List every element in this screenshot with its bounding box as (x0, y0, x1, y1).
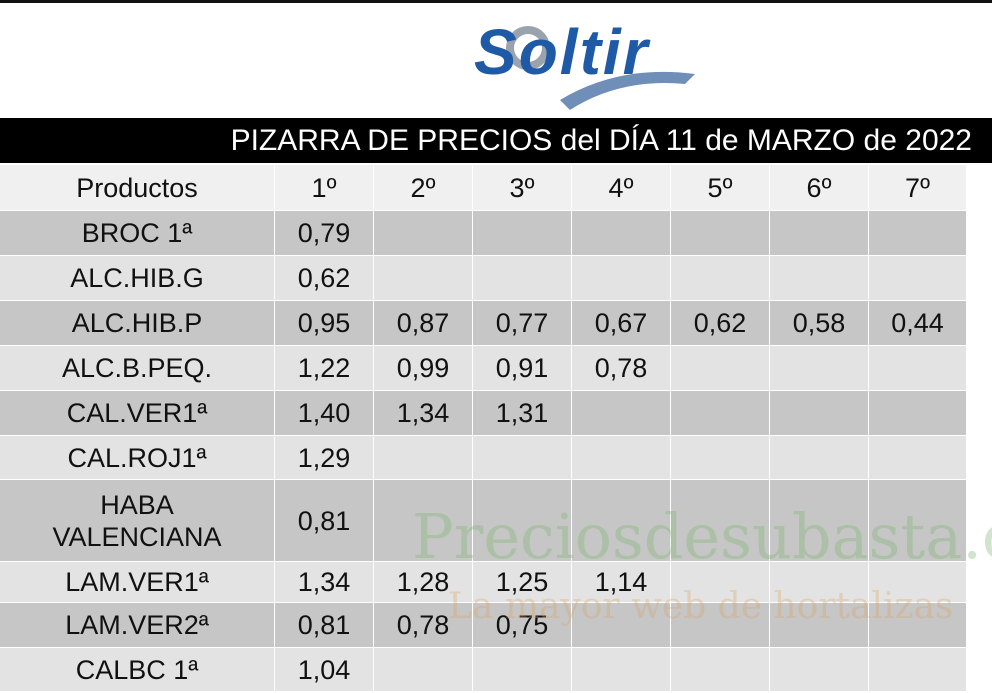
logo: Soltir (474, 16, 695, 110)
price-cell (671, 562, 770, 603)
product-name: HABA VALENCIANA (0, 480, 275, 562)
price-cell: 0,99 (374, 346, 473, 391)
price-cell: 0,78 (374, 603, 473, 648)
column-header: 4º (572, 165, 671, 211)
price-cell (770, 211, 869, 256)
price-cell (671, 391, 770, 436)
column-header: 2º (374, 165, 473, 211)
price-cell (671, 603, 770, 648)
price-cell: 1,34 (275, 562, 374, 603)
price-cell (869, 346, 967, 391)
price-cell (572, 391, 671, 436)
price-cell (770, 256, 869, 301)
price-cell (473, 436, 572, 480)
price-cell (671, 346, 770, 391)
price-cell (473, 256, 572, 301)
product-name: CAL.ROJ1ª (0, 436, 275, 480)
product-name: BROC 1ª (0, 211, 275, 256)
price-cell (374, 436, 473, 480)
price-cell (869, 648, 967, 692)
price-cell: 0,81 (275, 603, 374, 648)
column-header: 1º (275, 165, 374, 211)
price-cell (869, 480, 967, 562)
product-name: ALC.HIB.P (0, 301, 275, 346)
price-cell (572, 648, 671, 692)
price-cell (770, 391, 869, 436)
price-cell: 1,34 (374, 391, 473, 436)
price-cell: 0,79 (275, 211, 374, 256)
price-cell (869, 603, 967, 648)
price-cell (770, 480, 869, 562)
price-cell: 1,28 (374, 562, 473, 603)
price-cell (572, 480, 671, 562)
price-cell (374, 256, 473, 301)
price-cell: 0,95 (275, 301, 374, 346)
logo-text: Soltir (474, 16, 651, 88)
column-header: 3º (473, 165, 572, 211)
price-cell (869, 211, 967, 256)
price-cell (770, 603, 869, 648)
product-name: LAM.VER2ª (0, 603, 275, 648)
price-cell: 1,31 (473, 391, 572, 436)
column-header: 6º (770, 165, 869, 211)
price-cell: 0,87 (374, 301, 473, 346)
price-cell: 0,62 (671, 301, 770, 346)
price-cell: 0,44 (869, 301, 967, 346)
price-cell: 0,81 (275, 480, 374, 562)
price-cell (869, 562, 967, 603)
price-cell: 1,25 (473, 562, 572, 603)
price-cell (671, 480, 770, 562)
top-line (0, 0, 992, 3)
price-cell: 1,22 (275, 346, 374, 391)
price-cell (473, 480, 572, 562)
price-cell (671, 256, 770, 301)
price-cell (869, 436, 967, 480)
column-header: 7º (869, 165, 967, 211)
price-cell: 0,77 (473, 301, 572, 346)
price-cell: 1,29 (275, 436, 374, 480)
price-cell (374, 648, 473, 692)
price-cell (473, 648, 572, 692)
product-name: CAL.VER1ª (0, 391, 275, 436)
logo-swoosh (560, 71, 695, 110)
price-cell (770, 562, 869, 603)
price-cell (572, 256, 671, 301)
price-cell: 1,40 (275, 391, 374, 436)
price-cell (770, 346, 869, 391)
price-cell (572, 436, 671, 480)
price-cell (770, 648, 869, 692)
price-cell: 0,67 (572, 301, 671, 346)
price-cell (671, 648, 770, 692)
product-name: ALC.B.PEQ. (0, 346, 275, 391)
price-cell (770, 436, 869, 480)
product-name: ALC.HIB.G (0, 256, 275, 301)
price-cell (374, 211, 473, 256)
logo-sun (506, 26, 550, 70)
price-cell (671, 211, 770, 256)
price-cell (869, 256, 967, 301)
column-header: 5º (671, 165, 770, 211)
price-cell (869, 391, 967, 436)
price-cell: 0,58 (770, 301, 869, 346)
price-cell (374, 480, 473, 562)
title: PIZARRA DE PRECIOS del DÍA 11 de MARZO d… (230, 124, 972, 157)
column-header: Productos (0, 165, 275, 211)
price-cell: 0,91 (473, 346, 572, 391)
product-name: LAM.VER1ª (0, 562, 275, 603)
price-cell: 1,14 (572, 562, 671, 603)
price-cell: 0,75 (473, 603, 572, 648)
product-name: CALBC 1ª (0, 648, 275, 692)
price-cell: 0,78 (572, 346, 671, 391)
price-cell (671, 436, 770, 480)
title-banner: PIZARRA DE PRECIOS del DÍA 11 de MARZO d… (0, 118, 992, 163)
price-cell (572, 603, 671, 648)
price-cell (473, 211, 572, 256)
price-cell: 0,62 (275, 256, 374, 301)
price-cell (572, 211, 671, 256)
price-cell: 1,04 (275, 648, 374, 692)
